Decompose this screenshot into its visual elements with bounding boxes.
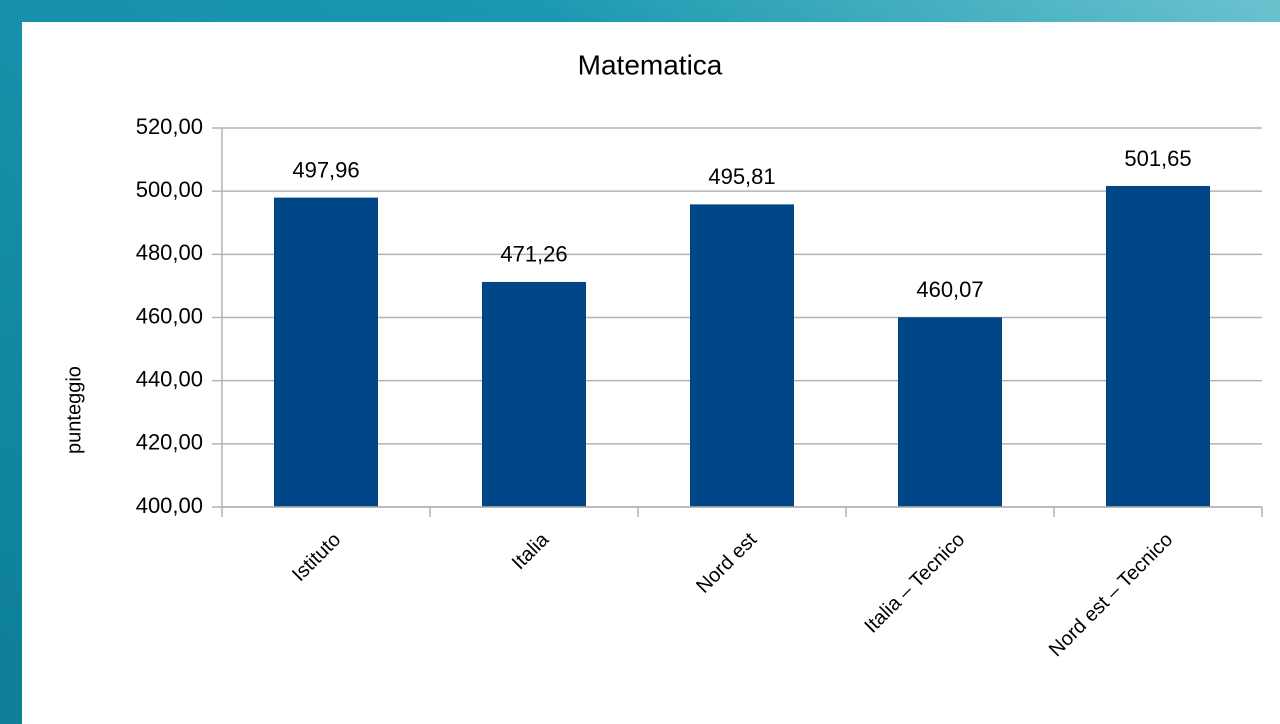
bar (274, 197, 378, 507)
panel (22, 22, 1280, 724)
bar (1106, 185, 1210, 507)
value-label: 460,07 (916, 277, 983, 302)
bar (482, 281, 586, 507)
bar (690, 204, 794, 507)
y-tick-label: 440,00 (136, 366, 203, 391)
y-axis-label: punteggio (63, 366, 85, 454)
value-label: 495,81 (708, 164, 775, 189)
value-label: 497,96 (292, 157, 359, 182)
y-tick-label: 460,00 (136, 303, 203, 328)
y-tick-label: 480,00 (136, 240, 203, 265)
value-label: 501,65 (1124, 146, 1191, 171)
value-label: 471,26 (500, 242, 567, 267)
y-tick-label: 520,00 (136, 114, 203, 139)
y-tick-label: 420,00 (136, 430, 203, 455)
y-tick-label: 400,00 (136, 493, 203, 518)
chart-title: Matematica (578, 49, 723, 80)
bar (898, 317, 1002, 507)
y-tick-label: 500,00 (136, 177, 203, 202)
